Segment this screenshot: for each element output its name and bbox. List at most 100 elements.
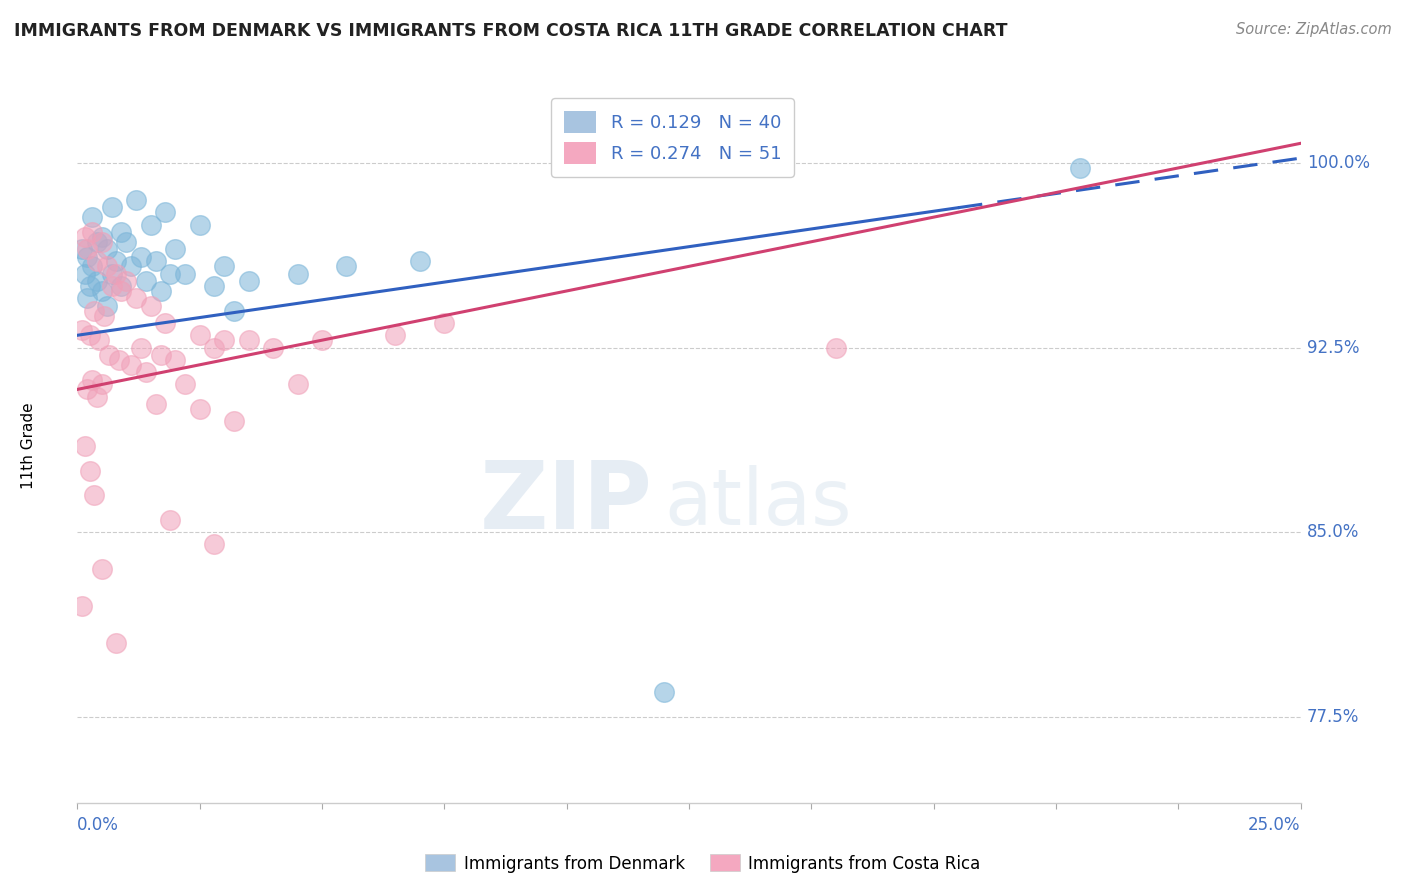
Point <box>76 250 98 264</box>
Point <box>139 299 162 313</box>
Point <box>165 242 187 256</box>
Point <box>108 352 131 367</box>
Point <box>1069 161 1091 175</box>
Point <box>159 267 181 281</box>
Point <box>135 274 157 288</box>
Point <box>335 260 357 274</box>
Point <box>120 358 142 372</box>
Point <box>238 333 260 347</box>
Point <box>654 685 676 699</box>
Text: 25.0%: 25.0% <box>1249 815 1301 834</box>
Point <box>202 537 225 551</box>
Point <box>174 267 197 281</box>
Point <box>73 267 96 281</box>
Point <box>135 365 157 379</box>
Point <box>70 599 93 613</box>
Point <box>76 383 98 397</box>
Point <box>79 464 101 478</box>
Point <box>96 260 118 274</box>
Text: 85.0%: 85.0% <box>1306 523 1360 541</box>
Point <box>262 341 284 355</box>
Point <box>311 333 333 347</box>
Point <box>90 284 112 298</box>
Point <box>70 323 93 337</box>
Point <box>409 254 432 268</box>
Point <box>93 309 115 323</box>
Text: IMMIGRANTS FROM DENMARK VS IMMIGRANTS FROM COSTA RICA 11TH GRADE CORRELATION CHA: IMMIGRANTS FROM DENMARK VS IMMIGRANTS FR… <box>14 22 1008 40</box>
Text: 92.5%: 92.5% <box>1306 339 1360 357</box>
Point <box>90 235 112 249</box>
Point <box>202 279 225 293</box>
Point <box>125 291 148 305</box>
Point <box>79 328 101 343</box>
Point <box>145 397 167 411</box>
Point <box>83 488 105 502</box>
Point <box>83 303 105 318</box>
Point <box>129 341 152 355</box>
Point <box>110 284 132 298</box>
Point <box>96 299 118 313</box>
Point <box>222 414 245 428</box>
Point <box>188 328 211 343</box>
Point <box>86 274 108 288</box>
Point <box>80 260 103 274</box>
Point <box>90 562 112 576</box>
Point <box>149 348 172 362</box>
Point <box>96 242 118 256</box>
Point <box>125 193 148 207</box>
Point <box>129 250 152 264</box>
Point <box>73 230 96 244</box>
Point <box>115 235 138 249</box>
Point <box>155 205 177 219</box>
Point <box>79 279 101 293</box>
Point <box>824 341 846 355</box>
Point <box>86 235 108 249</box>
Point <box>202 341 225 355</box>
Point <box>188 402 211 417</box>
Point <box>100 267 122 281</box>
Point <box>73 439 96 453</box>
Point <box>80 225 103 239</box>
Text: ZIP: ZIP <box>479 457 652 549</box>
Point <box>287 267 309 281</box>
Point <box>100 279 122 293</box>
Point <box>159 513 181 527</box>
Point <box>188 218 211 232</box>
Point <box>110 225 132 239</box>
Text: 77.5%: 77.5% <box>1306 707 1360 726</box>
Point <box>105 267 128 281</box>
Point <box>139 218 162 232</box>
Point <box>149 284 172 298</box>
Point <box>433 316 456 330</box>
Point <box>86 254 108 268</box>
Point <box>384 328 406 343</box>
Point <box>238 274 260 288</box>
Point <box>100 200 122 214</box>
Point <box>174 377 197 392</box>
Point <box>145 254 167 268</box>
Point <box>120 260 142 274</box>
Point <box>90 377 112 392</box>
Point <box>89 333 111 347</box>
Point <box>76 291 98 305</box>
Point <box>222 303 245 318</box>
Point <box>80 210 103 224</box>
Text: atlas: atlas <box>665 465 852 541</box>
Point <box>105 636 128 650</box>
Legend: Immigrants from Denmark, Immigrants from Costa Rica: Immigrants from Denmark, Immigrants from… <box>419 847 987 880</box>
Text: Source: ZipAtlas.com: Source: ZipAtlas.com <box>1236 22 1392 37</box>
Legend: R = 0.129   N = 40, R = 0.274   N = 51: R = 0.129 N = 40, R = 0.274 N = 51 <box>551 98 794 177</box>
Point <box>287 377 309 392</box>
Point <box>212 260 235 274</box>
Text: 100.0%: 100.0% <box>1306 154 1369 172</box>
Point <box>105 254 128 268</box>
Point <box>76 242 98 256</box>
Point <box>110 279 132 293</box>
Text: 0.0%: 0.0% <box>77 815 120 834</box>
Point <box>165 352 187 367</box>
Point <box>115 274 138 288</box>
Point <box>155 316 177 330</box>
Point <box>90 230 112 244</box>
Text: 11th Grade: 11th Grade <box>21 402 37 490</box>
Point <box>212 333 235 347</box>
